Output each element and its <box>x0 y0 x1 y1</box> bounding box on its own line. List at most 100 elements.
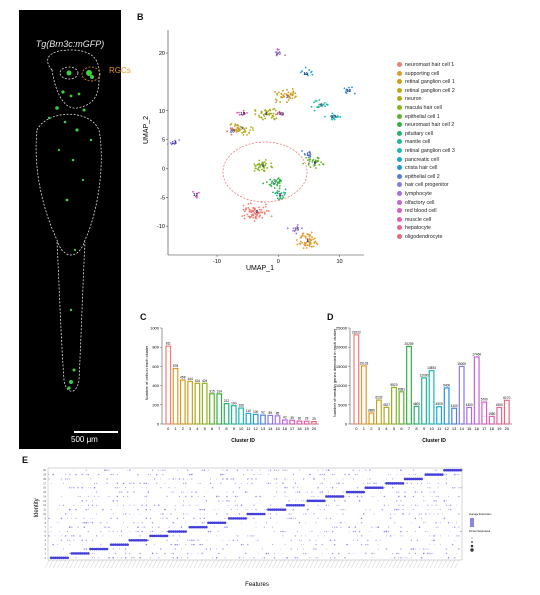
dot-plot-dot <box>160 487 162 489</box>
dot-plot-dot <box>313 513 315 515</box>
dot-plot-dot <box>327 469 330 471</box>
umap-point <box>274 51 277 54</box>
dot-plot-dot <box>228 539 230 541</box>
legend-swatch <box>397 191 402 197</box>
dot-plot-dot <box>439 535 441 537</box>
dot-plot-feature-tick <box>442 559 447 569</box>
umap-point <box>267 110 270 112</box>
dot-plot-feature-tick <box>148 559 153 569</box>
umap-point <box>317 157 319 160</box>
dot-plot-dot <box>197 539 199 542</box>
legend-item: hepatocyte <box>397 225 431 231</box>
dot-plot-dot <box>344 557 346 559</box>
dot-plot-dot <box>305 522 307 524</box>
dot-plot-dot <box>430 473 434 476</box>
umap-cluster-label: 17 <box>193 192 199 197</box>
dot-plot-dot <box>75 517 77 519</box>
dot-plot-dot <box>96 482 98 484</box>
umap-point <box>198 191 200 194</box>
bar-c-bar-value-label: 444 <box>187 377 193 381</box>
dot-plot-dot <box>435 535 437 537</box>
umap-point <box>274 109 277 112</box>
umap-point <box>244 210 246 213</box>
bar-d-y-tick-label: 15000 <box>336 364 348 369</box>
dot-plot-dot <box>187 491 189 493</box>
bar-d-x-tick-label: 16 <box>474 426 479 431</box>
dot-plot-dot <box>336 487 338 489</box>
dot-plot-feature-tick <box>247 559 253 569</box>
dot-plot-dot <box>226 478 228 480</box>
dot-plot-dot <box>289 503 293 507</box>
umap-point <box>332 117 335 120</box>
dot-plot-dot <box>203 469 206 471</box>
dot-plot-dot <box>174 543 177 546</box>
bar-d-bar-value-label: 13893 <box>427 366 436 370</box>
dot-plot-feature-tick <box>367 559 373 569</box>
dot-plot-dot <box>185 487 187 489</box>
umap-point <box>330 118 333 120</box>
dot-plot-dot <box>309 539 311 542</box>
dot-plot-dot <box>288 509 290 510</box>
dot-plot-dot <box>309 531 311 532</box>
dot-plot-dot <box>284 495 286 497</box>
dot-plot-dot <box>414 531 416 532</box>
bar-d-y-tick-label: 10000 <box>336 383 348 388</box>
umap-point <box>274 192 277 195</box>
dot-plot-dot <box>81 473 83 476</box>
dot-plot-dot <box>120 535 122 537</box>
dot-plot-dot <box>170 543 172 546</box>
dot-plot-dot <box>112 530 114 533</box>
umap-point <box>292 91 295 94</box>
dot-plot-dot <box>314 499 318 503</box>
dot-plot-dot <box>95 547 98 551</box>
dot-plot-dot <box>87 509 89 511</box>
dot-plot-dot <box>344 509 346 511</box>
legend-item: red blood cell <box>397 208 437 214</box>
umap-cluster <box>286 224 303 235</box>
dot-plot-dot <box>148 482 149 484</box>
dot-plot-dot <box>81 539 83 541</box>
dot-plot-dot <box>199 517 201 520</box>
dot-plot-dot <box>332 469 333 471</box>
umap-point <box>320 103 323 105</box>
dot-plot-dot <box>226 495 228 498</box>
dot-plot-dot <box>338 500 340 502</box>
dot-plot-dot <box>176 469 178 471</box>
dot-plot-dot <box>354 490 357 494</box>
dot-plot-dot <box>96 504 98 506</box>
dot-plot-feature-tick <box>239 559 244 569</box>
dot-plot-dot <box>185 522 187 524</box>
dot-plot-feature-tick <box>218 559 224 569</box>
dot-plot-dot <box>50 531 52 532</box>
dot-plot-dot <box>437 495 439 498</box>
legend-label: retinal ganglion cell 2 <box>405 87 455 94</box>
dot-plot-dot <box>408 513 410 515</box>
umap-point <box>260 208 263 211</box>
dot-plot-feature-tick <box>235 559 240 569</box>
dot-plot-feature-tick <box>173 559 178 569</box>
dot-plot-dot <box>126 543 129 546</box>
dot-plot-dot <box>352 490 355 494</box>
umap-point <box>308 69 311 71</box>
dot-plot-dot <box>81 482 83 484</box>
dot-plot-dot <box>56 522 58 524</box>
dot-plot-dot <box>187 478 189 480</box>
legend-label: mantle cell <box>405 139 431 146</box>
dot-plot-dot <box>296 491 299 493</box>
legend-label: neuromast hair cell 1 <box>405 62 455 68</box>
dot-plot-dot <box>151 534 154 538</box>
dot-plot-dot <box>116 495 119 498</box>
dot-plot-dot <box>191 539 193 542</box>
umap-cluster-label: 15 <box>294 227 300 232</box>
umap-point <box>310 105 313 108</box>
umap-point <box>263 213 266 215</box>
dot-plot-dot <box>302 503 305 507</box>
dot-plot-dot <box>71 487 73 489</box>
umap-point <box>254 113 257 116</box>
dot-plot-dot <box>112 500 114 502</box>
dot-plot-dot <box>108 556 110 559</box>
dot-plot-feature-tick <box>326 559 331 569</box>
dot-plot-dot <box>292 517 294 519</box>
umap-point <box>276 190 279 192</box>
dot-plot-dot <box>420 556 423 559</box>
